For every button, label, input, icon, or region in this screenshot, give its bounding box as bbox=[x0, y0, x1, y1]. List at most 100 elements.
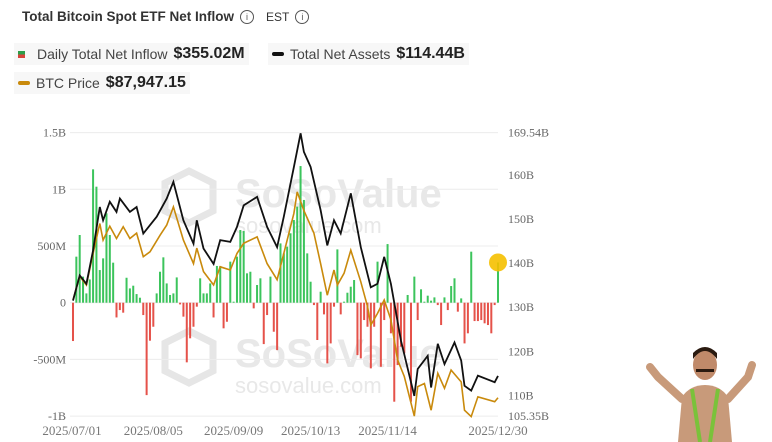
inflow-bar bbox=[493, 302, 496, 306]
x-axis-tick: 2025/08/05 bbox=[124, 423, 183, 438]
inflow-bar bbox=[78, 235, 81, 303]
inflow-bar bbox=[165, 283, 168, 303]
legend-btc[interactable]: BTC Price $87,947.15 bbox=[14, 72, 190, 94]
inflow-bar bbox=[480, 302, 483, 321]
legend-assets-label: Total Net Assets bbox=[290, 46, 391, 62]
inflow-bar bbox=[326, 302, 329, 364]
inflow-bar bbox=[122, 302, 125, 313]
legend-btc-value: $87,947.15 bbox=[105, 74, 186, 91]
left-axis-tick: 0 bbox=[60, 296, 66, 310]
inflow-bar bbox=[199, 278, 202, 303]
inflow-bar bbox=[483, 302, 486, 324]
x-axis-tick: 2025/09/09 bbox=[204, 423, 263, 438]
inflow-bar bbox=[406, 294, 409, 303]
person-image bbox=[640, 337, 770, 442]
inflow-bar bbox=[192, 302, 195, 327]
inflow-bar bbox=[239, 230, 242, 303]
left-axis-tick: -500M bbox=[33, 352, 66, 366]
left-axis-tick: 1B bbox=[52, 182, 66, 196]
inflow-bar bbox=[262, 302, 265, 345]
inflow-bar bbox=[282, 253, 285, 303]
inflow-bar bbox=[346, 292, 349, 303]
inflow-bar bbox=[185, 302, 188, 363]
left-axis-tick: 1.5B bbox=[43, 126, 66, 140]
inflow-bar bbox=[85, 293, 88, 303]
left-axis-tick: 500M bbox=[37, 239, 66, 253]
inflow-bar bbox=[399, 302, 402, 347]
inflow-bar bbox=[155, 293, 158, 303]
inflow-bar bbox=[312, 302, 315, 306]
inflow-bar bbox=[416, 302, 419, 321]
info-icon[interactable]: i bbox=[239, 9, 254, 24]
inflow-bar bbox=[202, 293, 205, 303]
inflow-bar bbox=[356, 302, 359, 356]
inflow-bar bbox=[195, 302, 198, 307]
legend-inflow[interactable]: Daily Total Net Inflow $355.02M bbox=[14, 43, 249, 65]
inflow-bar bbox=[403, 302, 406, 354]
inflow-bar bbox=[222, 302, 225, 329]
inflow-bar bbox=[105, 213, 108, 303]
inflow-bar bbox=[286, 246, 289, 303]
legend-assets[interactable]: Total Net Assets $114.44B bbox=[268, 43, 469, 65]
inflow-bar bbox=[473, 302, 476, 322]
legend-assets-value: $114.44B bbox=[396, 45, 465, 62]
inflow-bar bbox=[102, 258, 105, 303]
inflow-bar bbox=[496, 262, 500, 303]
timezone-info-icon[interactable]: i bbox=[295, 9, 310, 24]
inflow-bar bbox=[289, 233, 292, 303]
inflow-bar bbox=[339, 302, 342, 315]
inflow-bar bbox=[379, 302, 382, 367]
inflow-bar bbox=[175, 277, 178, 303]
inflow-bar bbox=[152, 302, 155, 327]
inflow-bar bbox=[98, 270, 101, 303]
inflow-bar bbox=[108, 235, 111, 303]
inflow-bar bbox=[145, 302, 148, 396]
inflow-bar bbox=[182, 302, 185, 317]
inflow-bar bbox=[363, 302, 366, 321]
watermark-url: sosovalue.com bbox=[235, 373, 382, 398]
inflow-bar bbox=[135, 294, 138, 303]
x-axis-tick: 2025/12/30 bbox=[468, 423, 527, 438]
inflow-bar bbox=[409, 302, 412, 402]
inflow-bar bbox=[118, 302, 121, 311]
title-text: Total Bitcoin Spot ETF Net Inflow bbox=[22, 9, 234, 24]
inflow-bar bbox=[138, 297, 141, 303]
inflow-bar bbox=[359, 302, 362, 359]
inflow-bar bbox=[169, 294, 172, 303]
right-axis-tick: 130B bbox=[508, 300, 534, 314]
btc-price-line bbox=[72, 191, 499, 419]
inflow-bar bbox=[266, 302, 269, 316]
inflow-bar bbox=[470, 251, 473, 303]
inflow-bar bbox=[430, 300, 433, 303]
timezone-label: EST bbox=[265, 9, 290, 24]
right-axis-tick: 169.54B bbox=[508, 126, 549, 140]
inflow-bar bbox=[225, 302, 228, 322]
inflow-bar bbox=[443, 297, 446, 303]
inflow-bar bbox=[162, 257, 165, 303]
left-axis-tick: -1B bbox=[48, 409, 66, 423]
x-axis-tick: 2025/11/14 bbox=[358, 423, 417, 438]
inflow-bar bbox=[88, 279, 91, 303]
right-axis-tick: 105.35B bbox=[508, 409, 549, 423]
inflow-bar bbox=[433, 297, 436, 303]
x-axis-tick: 2025/07/01 bbox=[42, 423, 101, 438]
inflow-bar bbox=[476, 302, 479, 322]
inflow-bar bbox=[436, 302, 439, 306]
inflow-bar bbox=[329, 302, 332, 344]
inflow-bar bbox=[259, 278, 262, 303]
inflow-bar bbox=[205, 293, 208, 303]
inflow-bar bbox=[172, 293, 175, 303]
inflow-bar bbox=[336, 249, 339, 303]
right-axis-tick: 150B bbox=[508, 212, 534, 226]
right-axis-tick: 110B bbox=[508, 388, 534, 402]
inflow-bar bbox=[132, 285, 135, 303]
inflow-bar bbox=[299, 166, 302, 303]
inflow-bar bbox=[463, 302, 466, 344]
inflow-bar bbox=[125, 277, 128, 303]
inflow-bar bbox=[343, 301, 346, 303]
inflow-bar bbox=[396, 302, 399, 366]
x-axis-tick: 2025/10/13 bbox=[281, 423, 340, 438]
inflow-bar bbox=[446, 302, 449, 311]
inflow-bar bbox=[383, 302, 386, 321]
